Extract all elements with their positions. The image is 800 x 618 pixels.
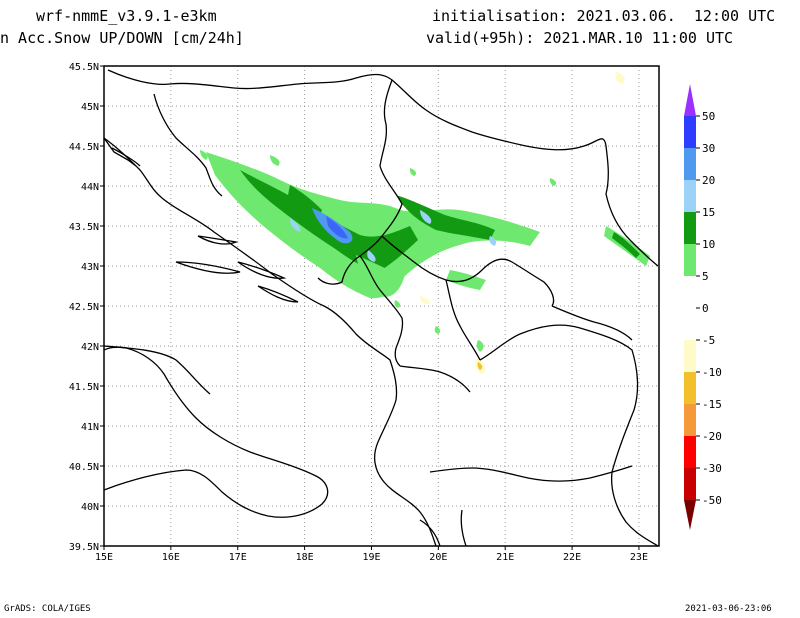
- y-tick-label: 42N: [81, 342, 99, 353]
- colorbar-label: 10: [702, 238, 715, 251]
- colorbar-top-arrow: [684, 84, 696, 116]
- y-axis: 39.5N 40N 40.5N 41N 41.5N 42N 42.5N 43N 43.5N 44N…: [69, 62, 104, 553]
- colorbar-band: [684, 404, 696, 436]
- colorbar-band: [684, 244, 696, 276]
- colorbar-label: -15: [702, 398, 722, 411]
- y-tick-label: 41.5N: [69, 382, 99, 393]
- x-tick-label: 18E: [296, 552, 314, 563]
- valid-time: valid(+95h): 2021.MAR.10 11:00 UTC: [426, 29, 734, 47]
- y-tick-label: 40.5N: [69, 462, 99, 473]
- snow-loss-areas: [420, 72, 625, 374]
- colorbar-label: -30: [702, 462, 722, 475]
- colorbar-label: -5: [702, 334, 715, 347]
- y-tick-label: 39.5N: [69, 542, 99, 553]
- colorbar-band: [684, 436, 696, 468]
- colorbar-label: 50: [702, 110, 715, 123]
- y-tick-label: 40N: [81, 502, 99, 513]
- colorbar-band: [684, 340, 696, 372]
- model-title: wrf-nmmE_v3.9.1-e3km: [36, 7, 217, 25]
- colorbar-band: [684, 468, 696, 500]
- y-tick-label: 44.5N: [69, 142, 99, 153]
- y-tick-label: 44N: [81, 182, 99, 193]
- colorbar-label: -10: [702, 366, 722, 379]
- coastlines-borders: [103, 69, 659, 547]
- colorbar-label: -20: [702, 430, 722, 443]
- y-tick-label: 45N: [81, 102, 99, 113]
- initialisation-time: initialisation: 2021.03.06. 12:00 UTC: [432, 7, 776, 25]
- x-tick-label: 20E: [429, 552, 447, 563]
- colorbar-bottom-arrow: [684, 500, 696, 530]
- colorbar-band: [684, 212, 696, 244]
- y-tick-label: 43.5N: [69, 222, 99, 233]
- colorbar-label: 30: [702, 142, 715, 155]
- colorbar-label: 0: [702, 302, 709, 315]
- colorbar-label: 5: [702, 270, 709, 283]
- footer-timestamp: 2021-03-06-23:06: [685, 604, 772, 614]
- gridlines: [104, 66, 659, 546]
- y-tick-label: 41N: [81, 422, 99, 433]
- x-tick-label: 16E: [162, 552, 180, 563]
- footer-credit: GrADS: COLA/IGES: [4, 604, 91, 614]
- colorbar-band: [684, 372, 696, 404]
- y-tick-label: 42.5N: [69, 302, 99, 313]
- colorbar-band: [684, 276, 696, 308]
- colorbar-label: -50: [702, 494, 722, 507]
- snow-field: [200, 150, 650, 352]
- x-tick-label: 19E: [362, 552, 380, 563]
- colorbar-band: [684, 308, 696, 340]
- colorbar-band: [684, 116, 696, 148]
- x-tick-label: 17E: [229, 552, 247, 563]
- y-tick-label: 43N: [81, 262, 99, 273]
- y-tick-label: 45.5N: [69, 62, 99, 73]
- x-tick-label: 21E: [496, 552, 514, 563]
- x-axis: 15E 16E 17E 18E 19E 20E 21E 22E 23E: [95, 546, 648, 563]
- field-title: n Acc.Snow UP/DOWN [cm/24h]: [0, 29, 244, 47]
- colorbar-label: 15: [702, 206, 715, 219]
- colorbar-band: [684, 148, 696, 180]
- colorbar-band: [684, 180, 696, 212]
- map-panel: 15E 16E 17E 18E 19E 20E 21E 22E 23E 39.5N 40N 40.5…: [69, 62, 660, 563]
- x-tick-label: 23E: [630, 552, 648, 563]
- x-tick-label: 15E: [95, 552, 113, 563]
- x-tick-label: 22E: [563, 552, 581, 563]
- colorbar-label: 20: [702, 174, 715, 187]
